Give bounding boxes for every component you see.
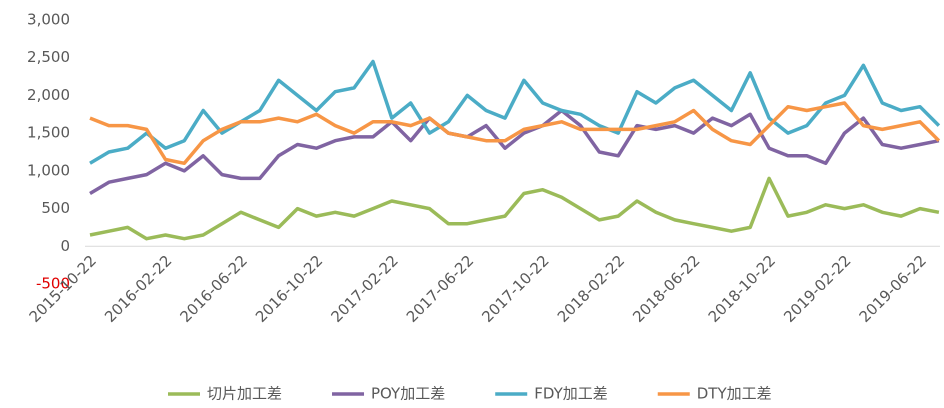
legend-label: FDY加工差 xyxy=(534,385,608,403)
series-line xyxy=(89,101,941,166)
series-line xyxy=(89,108,940,196)
y-tick-label: 1,000 xyxy=(27,161,70,179)
legend-label: POY加工差 xyxy=(371,385,445,403)
x-tick-label: 2018-10-22 xyxy=(705,252,779,326)
y-tick-label: 2,000 xyxy=(27,86,70,104)
legend-label: DTY加工差 xyxy=(697,385,772,403)
y-tick-label: 3,000 xyxy=(27,11,70,29)
x-tick-label: 2019-06-22 xyxy=(856,252,930,326)
x-tick-label: 2016-02-22 xyxy=(101,252,175,326)
y-tick-label: 1,500 xyxy=(27,124,70,142)
series-line xyxy=(89,59,941,165)
series-line xyxy=(89,176,940,241)
legend-label: 切片加工差 xyxy=(207,385,282,403)
x-tick-label: 2019-02-22 xyxy=(780,252,854,326)
y-tick-label: -500 xyxy=(36,275,70,293)
x-tick-label: 2016-10-22 xyxy=(252,252,326,326)
y-tick-label: 500 xyxy=(41,199,70,217)
x-tick-label: 2017-02-22 xyxy=(327,252,401,326)
x-tick-label: 2018-06-22 xyxy=(629,252,703,326)
y-tick-label: 2,500 xyxy=(27,48,70,66)
y-tick-label: 0 xyxy=(60,237,70,255)
x-tick-label: 2017-10-22 xyxy=(478,252,552,326)
x-tick-label: 2018-02-22 xyxy=(554,252,628,326)
x-tick-label: 2017-06-22 xyxy=(403,252,477,326)
x-tick-label: 2016-06-22 xyxy=(177,252,251,326)
